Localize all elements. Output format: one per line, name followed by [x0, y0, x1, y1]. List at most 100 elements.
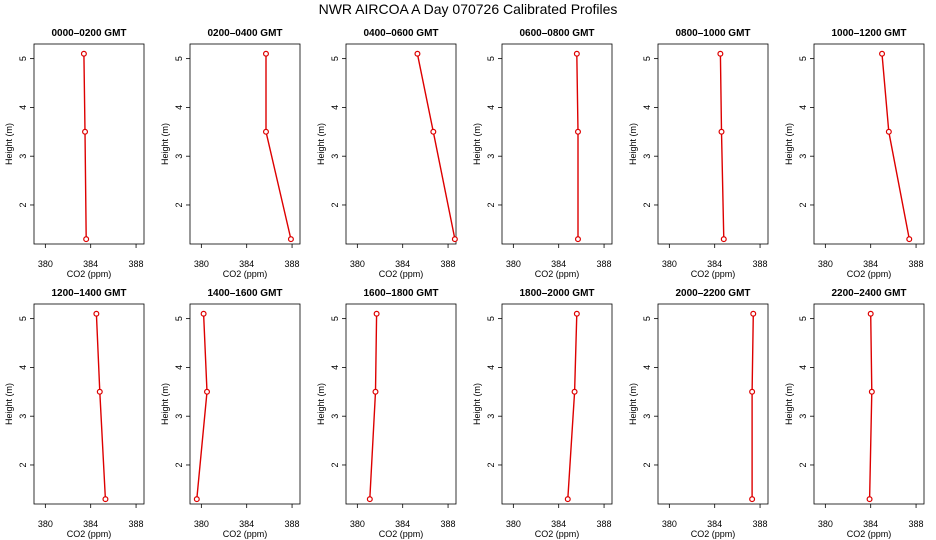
y-tick-label: 4 — [330, 105, 340, 110]
profile-point — [204, 388, 211, 395]
profile-point — [373, 310, 380, 317]
profile-line — [567, 313, 578, 500]
x-tick-label: 388 — [597, 259, 612, 269]
plot-frame — [657, 43, 769, 245]
x-tick-label: 380 — [350, 259, 365, 269]
y-axis-label: Height (m) — [784, 123, 794, 165]
profile-line — [95, 313, 107, 500]
x-tick-label: 384 — [707, 259, 722, 269]
chart-panel-7: 1200–1400 GMT 380 384 388 CO2 (ppm) 2 3 4 5 Heigh… — [4, 288, 145, 539]
y-tick-label: 4 — [642, 365, 652, 370]
profile-point — [574, 128, 581, 135]
y-tick-label: 3 — [486, 154, 496, 159]
x-axis-label: CO2 (ppm) — [691, 269, 736, 279]
x-tick-label: 388 — [129, 259, 144, 269]
y-tick-label: 3 — [486, 414, 496, 419]
y-tick-label: 5 — [642, 56, 652, 61]
profile-point — [366, 496, 373, 503]
y-tick-label: 2 — [18, 202, 28, 207]
y-tick-label: 2 — [174, 202, 184, 207]
x-axis-label: CO2 (ppm) — [535, 529, 580, 539]
profile-point — [193, 496, 200, 503]
y-tick-label: 5 — [330, 316, 340, 321]
profile-point — [749, 496, 756, 503]
profile-line — [416, 53, 456, 240]
chart-panel-10: 1800–2000 GMT 380 384 388 CO2 (ppm) 2 3 4 5 Heigh… — [472, 288, 613, 539]
y-tick-label: 4 — [486, 105, 496, 110]
x-tick-label: 384 — [551, 259, 566, 269]
panel-title: 1000–1200 GMT — [831, 28, 906, 39]
x-tick-label: 380 — [506, 259, 521, 269]
y-axis-label: Height (m) — [472, 383, 482, 425]
x-tick-label: 380 — [350, 519, 365, 529]
x-tick-label: 388 — [909, 519, 924, 529]
profile-point — [96, 388, 103, 395]
x-tick-label: 384 — [239, 519, 254, 529]
y-tick-label: 3 — [642, 414, 652, 419]
y-tick-label: 2 — [330, 462, 340, 467]
x-tick-label: 380 — [194, 519, 209, 529]
profile-point — [879, 50, 886, 57]
profile-point — [868, 388, 875, 395]
x-tick-label: 380 — [662, 259, 677, 269]
panel-title: 0800–1000 GMT — [675, 28, 750, 39]
x-tick-label: 384 — [395, 519, 410, 529]
panel-title: 2000–2200 GMT — [675, 288, 750, 299]
y-tick-label: 2 — [486, 202, 496, 207]
chart-panel-9: 1600–1800 GMT 380 384 388 CO2 (ppm) 2 3 4 5 Heigh… — [316, 288, 457, 539]
panel-title: 1800–2000 GMT — [519, 288, 594, 299]
plot-frame — [189, 303, 301, 505]
chart-panel-1: 0000–0200 GMT 380 384 388 CO2 (ppm) 2 3 4 5 Heigh… — [4, 28, 145, 279]
panel-title: 0600–0800 GMT — [519, 28, 594, 39]
plot-frame — [345, 303, 457, 505]
x-axis-label: CO2 (ppm) — [67, 529, 112, 539]
y-axis-label: Height (m) — [316, 383, 326, 425]
x-axis-label: CO2 (ppm) — [223, 269, 268, 279]
x-tick-label: 380 — [38, 259, 53, 269]
y-tick-label: 3 — [798, 414, 808, 419]
x-axis-label: CO2 (ppm) — [847, 269, 892, 279]
profile-point — [749, 388, 756, 395]
profile-point — [262, 50, 269, 57]
profile-point — [750, 310, 757, 317]
y-tick-label: 5 — [486, 316, 496, 321]
x-tick-label: 380 — [194, 259, 209, 269]
profile-line — [83, 53, 87, 240]
x-tick-label: 388 — [285, 519, 300, 529]
x-tick-label: 384 — [707, 519, 722, 529]
y-axis-label: Height (m) — [316, 123, 326, 165]
profile-point — [867, 310, 874, 317]
x-tick-label: 384 — [83, 259, 98, 269]
profile-line — [868, 313, 873, 500]
x-tick-label: 388 — [129, 519, 144, 529]
panel-title: 1600–1800 GMT — [363, 288, 438, 299]
chart-panel-12: 2200–2400 GMT 380 384 388 CO2 (ppm) 2 3 4 5 Heigh… — [784, 288, 925, 539]
y-tick-label: 3 — [642, 154, 652, 159]
x-tick-label: 384 — [239, 259, 254, 269]
profile-point — [430, 128, 437, 135]
profile-point — [93, 310, 100, 317]
plot-frame — [501, 43, 613, 245]
plot-frame — [33, 43, 145, 245]
x-axis-label: CO2 (ppm) — [535, 269, 580, 279]
plot-frame — [501, 303, 613, 505]
profile-line — [576, 53, 579, 240]
profile-point — [906, 236, 913, 243]
y-tick-label: 4 — [642, 105, 652, 110]
figure-title: NWR AIRCOA A Day 070726 Calibrated Profi… — [318, 1, 618, 17]
y-axis-label: Height (m) — [160, 123, 170, 165]
y-tick-label: 2 — [330, 202, 340, 207]
profile-point — [885, 128, 892, 135]
x-axis-label: CO2 (ppm) — [847, 529, 892, 539]
y-axis-label: Height (m) — [472, 123, 482, 165]
x-tick-label: 380 — [38, 519, 53, 529]
profile-point — [718, 128, 725, 135]
y-tick-label: 3 — [18, 414, 28, 419]
x-tick-label: 384 — [863, 259, 878, 269]
profile-point — [573, 310, 580, 317]
plot-frame — [813, 43, 925, 245]
y-tick-label: 2 — [18, 462, 28, 467]
plot-frame — [189, 43, 301, 245]
profile-point — [287, 236, 294, 243]
